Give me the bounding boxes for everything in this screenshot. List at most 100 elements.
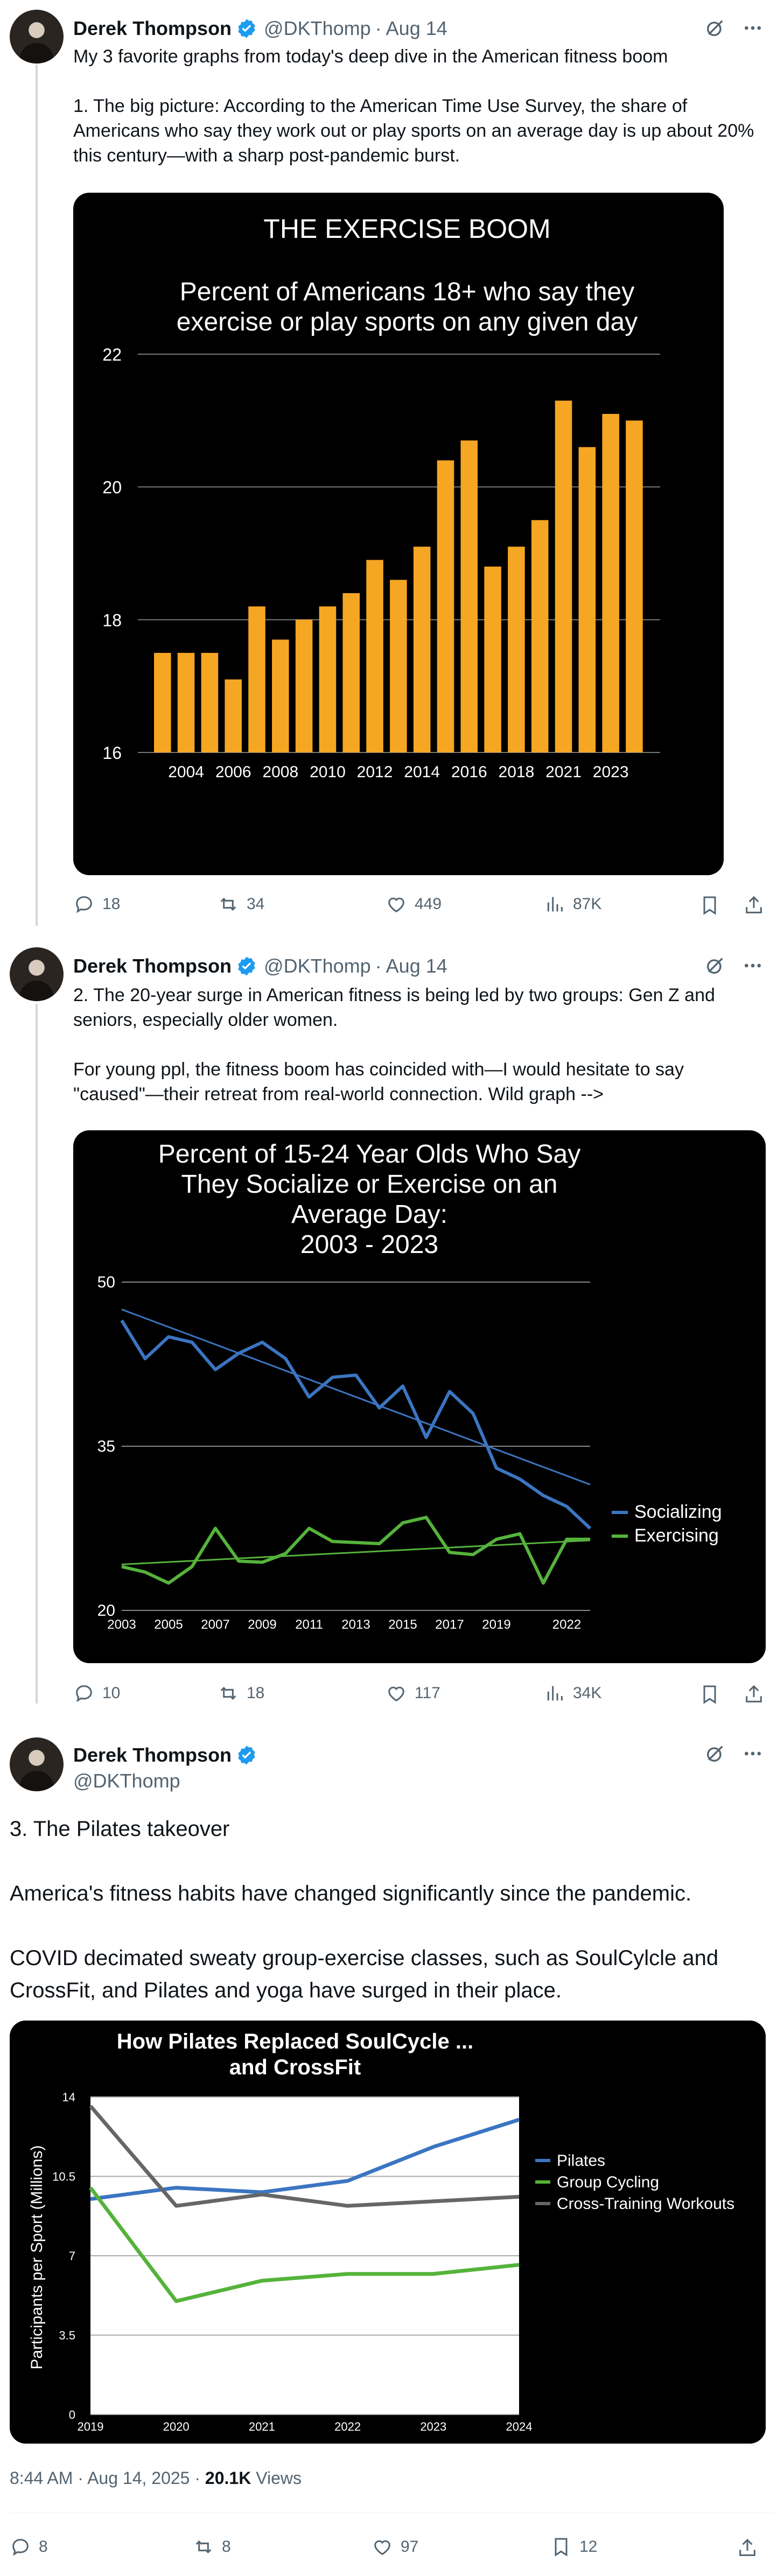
series-line-cross-training-workouts — [89, 2105, 520, 2208]
series-line-group-cycling — [89, 2186, 520, 2303]
bookmark-icon[interactable] — [698, 893, 722, 917]
chart-title-line1: Percent of 15-24 Year Olds Who Say — [158, 1140, 580, 1169]
grok-icon[interactable] — [703, 954, 727, 977]
like-button[interactable]: 449 — [386, 893, 442, 915]
bookmark-icon[interactable] — [698, 1683, 722, 1706]
repost-button[interactable]: 18 — [218, 1683, 264, 1704]
views-button[interactable]: 34K — [544, 1683, 601, 1704]
x-tick-label: 2014 — [404, 763, 440, 781]
divider — [10, 2512, 774, 2513]
tweet-header: Derek Thompson — [73, 1742, 257, 1769]
views-button[interactable]: 87K — [544, 893, 601, 915]
bar-2023 — [602, 414, 619, 752]
like-button[interactable]: 117 — [386, 1683, 440, 1704]
bar-2004 — [177, 653, 195, 752]
bookmark-icon — [555, 2538, 568, 2557]
chart-card-socialize-exercise[interactable]: Percent of 15-24 Year Olds Who Say They … — [73, 1130, 766, 1663]
bookmark-count: 12 — [579, 2538, 598, 2556]
like-count: 97 — [401, 2538, 419, 2556]
repost-icon — [220, 1686, 236, 1700]
legend-label: Exercising — [634, 1525, 719, 1546]
like-button[interactable]: 97 — [372, 2536, 418, 2558]
avatar[interactable] — [10, 1737, 64, 1791]
x-tick-label: 2005 — [154, 1617, 183, 1632]
author-name[interactable]: Derek Thompson — [73, 1744, 232, 1766]
socialize-exercise-chart: Percent of 15-24 Year Olds Who Say They … — [97, 1140, 722, 1632]
reply-icon — [76, 1685, 92, 1702]
reply-button[interactable]: 18 — [73, 893, 120, 915]
repost-count: 8 — [222, 2538, 231, 2556]
avatar[interactable] — [10, 10, 64, 64]
share-icon[interactable] — [742, 893, 766, 917]
chart-card-exercise-boom[interactable]: THE EXERCISE BOOM Percent of Americans 1… — [73, 193, 724, 875]
exercise-boom-chart: THE EXERCISE BOOM Percent of Americans 1… — [102, 214, 660, 781]
tweet-text: 3. The Pilates takeover America's fitnes… — [10, 1817, 719, 2002]
grok-icon[interactable] — [703, 1742, 727, 1765]
author-handle[interactable]: @DKThomp — [73, 1770, 180, 1792]
bar-2007 — [248, 606, 265, 752]
y-tick-label: 0 — [69, 2408, 75, 2422]
bookmark-button[interactable]: 12 — [550, 2536, 597, 2558]
chart-card-pilates[interactable]: How Pilates Replaced SoulCycle ... and C… — [10, 2021, 766, 2444]
bar-2003 — [154, 653, 171, 752]
author-handle[interactable]: @DKThomp — [264, 955, 371, 977]
share-icon[interactable] — [742, 1683, 766, 1706]
bar-2005 — [201, 653, 219, 752]
bar-2017 — [484, 566, 501, 752]
author-handle[interactable]: @DKThomp — [264, 17, 371, 39]
bar-2012 — [366, 560, 383, 752]
repost-button[interactable]: 8 — [193, 2536, 231, 2558]
like-icon — [388, 897, 404, 913]
tweet-text: 2. The 20-year surge in American fitness… — [73, 985, 715, 1104]
reply-icon — [76, 896, 92, 913]
share-icon[interactable] — [736, 2536, 759, 2560]
y-tick-label: 20 — [97, 1602, 115, 1620]
author-name[interactable]: Derek Thompson — [73, 955, 232, 977]
x-tick-label: 2022 — [334, 2420, 361, 2433]
x-tick-label: 2004 — [168, 763, 204, 781]
tweet-text: My 3 favorite graphs from today's deep d… — [73, 46, 754, 166]
views-count: 87K — [573, 895, 602, 913]
y-tick-label: 14 — [62, 2091, 75, 2104]
more-icon[interactable] — [741, 954, 765, 977]
verified-badge-icon — [238, 956, 255, 976]
tweet-date[interactable]: Aug 14 — [386, 955, 447, 977]
chart-title-line1: How Pilates Replaced SoulCycle ... — [117, 2030, 473, 2053]
repost-count: 34 — [247, 895, 265, 913]
y-tick-label: 3.5 — [59, 2329, 75, 2342]
reply-button[interactable]: 8 — [10, 2536, 48, 2558]
bar-2024 — [626, 420, 643, 752]
trendline-socializing — [121, 1308, 591, 1486]
avatar[interactable] — [10, 947, 64, 1001]
repost-count: 18 — [247, 1684, 265, 1702]
author-name[interactable]: Derek Thompson — [73, 17, 232, 39]
x-tick-label: 2019 — [78, 2420, 104, 2433]
more-icon[interactable] — [741, 1742, 765, 1765]
bar-2013 — [390, 580, 407, 752]
repost-button[interactable]: 34 — [218, 893, 264, 915]
reply-count: 10 — [102, 1684, 121, 1702]
reply-count: 8 — [39, 2538, 48, 2556]
reply-button[interactable]: 10 — [73, 1683, 120, 1704]
chart-title-line3: Average Day: — [291, 1200, 447, 1229]
y-tick-label: 22 — [102, 345, 122, 364]
bar-2008 — [272, 639, 289, 752]
y-tick-label: 50 — [97, 1273, 115, 1291]
x-tick-label: 2008 — [262, 763, 298, 781]
x-tick-label: 2015 — [388, 1617, 417, 1632]
tweet-date[interactable]: Aug 14 — [386, 17, 447, 39]
chart-title-line2: They Socialize or Exercise on an — [181, 1170, 558, 1199]
x-tick-label: 2023 — [420, 2420, 446, 2433]
bar-2022 — [578, 447, 596, 752]
trendline-exercising — [121, 1539, 591, 1566]
x-tick-label: 2006 — [215, 763, 251, 781]
reply-count: 18 — [102, 895, 121, 913]
chart-title-line2: and CrossFit — [229, 2056, 361, 2079]
grok-icon[interactable] — [703, 16, 727, 40]
verified-badge-icon — [238, 19, 255, 38]
timestamp[interactable]: 8:44 AM · Aug 14, 2025 · — [10, 2468, 205, 2488]
y-tick-label: 16 — [102, 743, 122, 763]
bar-2009 — [295, 620, 313, 752]
x-tick-label: 2019 — [482, 1617, 510, 1632]
more-icon[interactable] — [741, 16, 765, 40]
